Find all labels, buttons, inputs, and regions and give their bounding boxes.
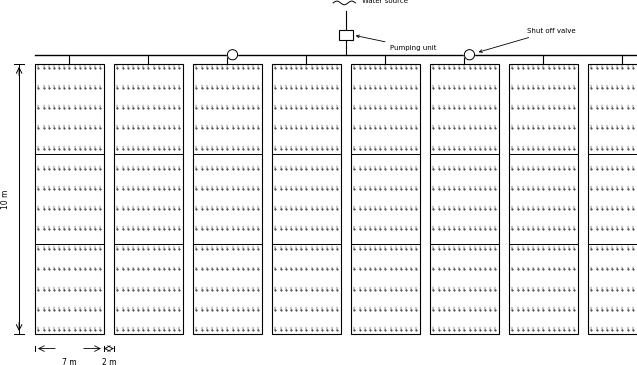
Text: 10 m: 10 m xyxy=(1,189,10,209)
Bar xyxy=(430,64,499,334)
Polygon shape xyxy=(464,50,475,60)
Bar xyxy=(351,64,420,334)
Bar xyxy=(339,30,353,40)
Bar xyxy=(35,64,104,334)
Bar xyxy=(509,64,578,334)
Bar xyxy=(193,64,262,334)
Bar xyxy=(588,64,637,334)
Text: Shut off valve: Shut off valve xyxy=(480,28,575,53)
Polygon shape xyxy=(227,50,238,60)
Text: Water source: Water source xyxy=(362,0,408,4)
Bar xyxy=(114,64,183,334)
Text: 2 m: 2 m xyxy=(102,358,116,365)
Text: 7 m: 7 m xyxy=(62,358,76,365)
Text: Pumping unit: Pumping unit xyxy=(357,35,437,51)
Bar xyxy=(272,64,341,334)
